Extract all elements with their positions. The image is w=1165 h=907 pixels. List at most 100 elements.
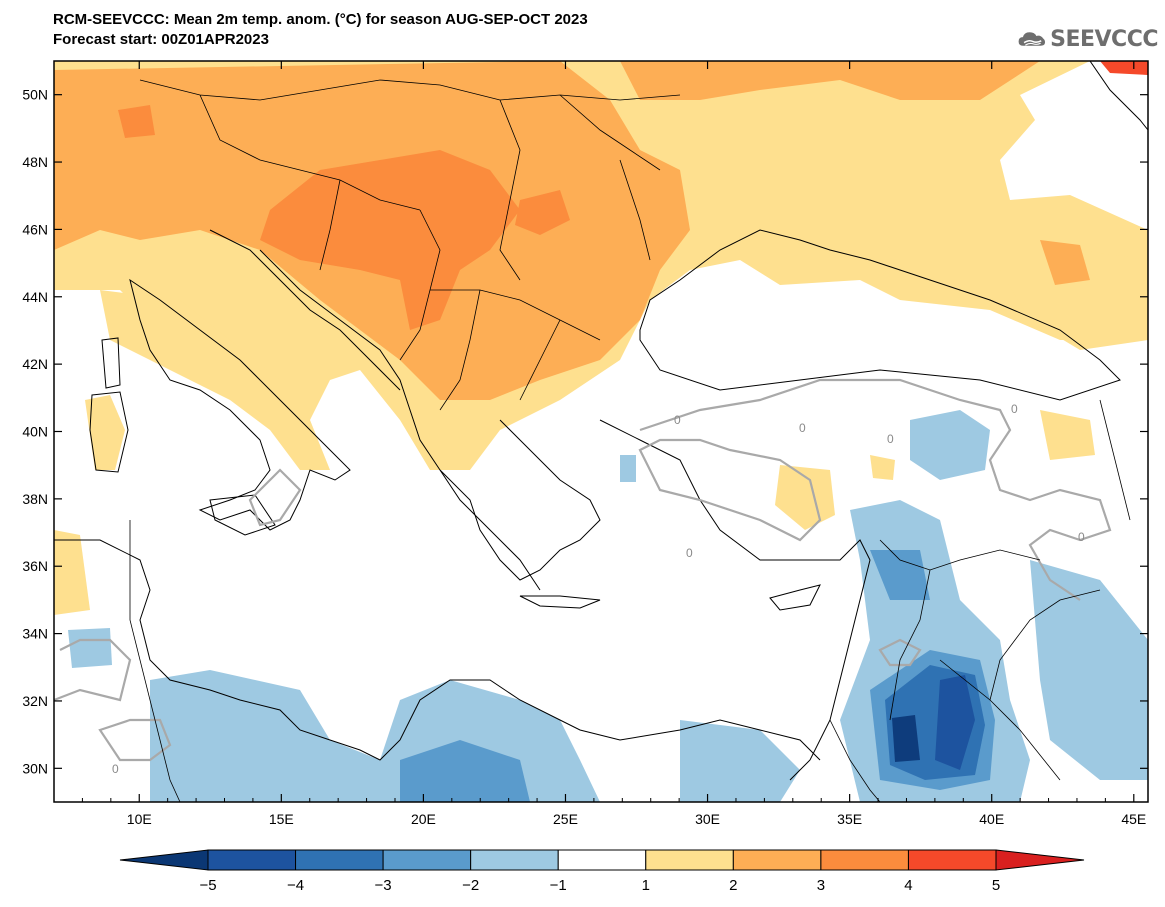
colorbar-high-extend	[995, 849, 1085, 871]
warm-anomaly-anatolia-patch2	[870, 455, 895, 480]
lon-tick-label: 35E	[837, 811, 862, 827]
cold-anomaly-turkey-east	[910, 410, 990, 480]
warm-anomaly-germany-core	[118, 105, 155, 138]
warm-anomaly-caspian-edge	[1100, 61, 1148, 75]
caspian-coast	[1089, 61, 1148, 131]
warm-anomaly-romania-core	[515, 190, 570, 235]
logo-text: SEEVCCC	[1050, 26, 1158, 52]
cold-anomaly-egypt	[680, 720, 800, 802]
seevccc-logo: SEEVCCC	[1018, 22, 1158, 56]
cold-anomaly-libya-core	[400, 740, 530, 802]
cloud-icon	[1018, 32, 1046, 46]
colorbar-label: 5	[992, 877, 1000, 894]
colorbar-swatch	[470, 849, 559, 871]
forecast-start: Forecast start: 00Z01APR2023	[53, 31, 269, 48]
cold-anomaly-jordan-core	[892, 715, 920, 762]
title-block: RCM-SEEVCCC: Mean 2m temp. anom. (°C) fo…	[53, 10, 588, 50]
lon-tick-label: 30E	[695, 811, 720, 827]
lat-tick-label: 36N	[22, 558, 48, 574]
adriatic-coast	[209, 229, 401, 391]
colorbar-label: 1	[642, 877, 650, 894]
zero-contour-levant	[878, 638, 922, 667]
crete-coast	[519, 595, 601, 609]
greece-coast	[439, 419, 601, 581]
cold-anomaly-iraq	[1030, 560, 1148, 780]
lat-tick-label: 42N	[22, 356, 48, 372]
warm-anomaly-sardinia	[85, 395, 125, 470]
lat-tick-label: 38N	[22, 491, 48, 507]
lat-tick-label: 34N	[22, 626, 48, 642]
cold-anomaly-jordan-sub	[935, 675, 975, 770]
colorbar-label: −5	[199, 877, 216, 894]
cold-anomaly-tunisia	[68, 628, 112, 668]
colorbar-swatch	[732, 849, 822, 871]
black-sea-coast	[639, 229, 1121, 401]
contour-labels: 0 0 0 0 0 0 0	[112, 402, 1085, 776]
warm-anomaly-anatolia-patch	[775, 465, 835, 530]
lat-tick-label: 48N	[22, 154, 48, 170]
colorbar-swatch	[207, 849, 297, 871]
balkan-coast	[259, 249, 541, 591]
sicily-coast	[209, 494, 276, 536]
colorbar-swatch	[557, 849, 647, 871]
turkey-south-coast	[599, 419, 871, 561]
contour-label: 0	[799, 421, 806, 435]
colorbar-label: 4	[904, 877, 912, 894]
country-borders	[129, 79, 1131, 802]
map-title: RCM-SEEVCCC: Mean 2m temp. anom. (°C) fo…	[53, 11, 588, 28]
contour-label: 0	[1078, 530, 1085, 544]
lat-tick-label: 50N	[22, 87, 48, 103]
colorbar: −5 −4 −3 −2 −1 1 2 3 4 5	[119, 849, 1085, 894]
latitude-ticks: 30N 32N 34N 36N 38N 40N 42N 44N 46N 48N 50N	[22, 87, 1148, 776]
colorbar-label: −4	[287, 877, 304, 894]
lon-tick-label: 45E	[1121, 811, 1146, 827]
zero-contour-tunisia	[98, 718, 172, 762]
lon-tick-label: 15E	[269, 811, 294, 827]
colorbar-swatch	[820, 849, 909, 871]
cold-anomaly-levant-core	[870, 550, 930, 600]
warm-anomaly-russia	[1040, 240, 1090, 285]
lat-tick-label: 46N	[22, 221, 48, 237]
colorbar-swatch	[645, 849, 734, 871]
anomaly-map: 0 0 0 0 0 0 0 30N 32N 34N 36N 38N 40N 42N 44N 46…	[22, 60, 1149, 827]
lon-tick-label: 40E	[979, 811, 1004, 827]
colorbar-swatch	[382, 849, 472, 871]
colorbar-swatch	[907, 849, 997, 871]
colorbar-label: −3	[375, 877, 392, 894]
warm-anomaly-ukraine	[620, 61, 1040, 100]
lon-tick-label: 10E	[127, 811, 152, 827]
contour-label: 0	[674, 413, 681, 427]
colorbar-low-extend	[119, 849, 209, 871]
contour-label: 0	[887, 432, 894, 446]
zero-contour-italy	[248, 468, 302, 527]
africa-coast	[54, 539, 821, 761]
zero-contour-africa	[54, 638, 132, 702]
cyprus-coast	[769, 584, 821, 611]
longitude-ticks: 10E 15E 20E 25E 30E 35E 40E 45E	[81, 61, 1146, 827]
cold-anomaly-anatolia-small	[620, 455, 636, 482]
levant-coast	[789, 559, 871, 781]
warm-anomaly-iberia-edge	[54, 530, 90, 615]
warm-anomaly-turkey-east	[1000, 250, 1148, 350]
colorbar-label: −2	[462, 877, 479, 894]
colorbar-label: 2	[729, 877, 737, 894]
sardinia-coast	[89, 391, 129, 473]
lat-tick-label: 30N	[22, 760, 48, 776]
warm-anomaly-pannonian	[260, 150, 520, 330]
lon-tick-label: 25E	[553, 811, 578, 827]
warm-anomaly-east-patch	[1040, 410, 1095, 460]
lat-tick-label: 32N	[22, 693, 48, 709]
colorbar-label: 3	[817, 877, 825, 894]
lat-tick-label: 44N	[22, 289, 48, 305]
lon-tick-label: 20E	[411, 811, 436, 827]
contour-label: 0	[686, 546, 693, 560]
colorbar-swatch	[295, 849, 384, 871]
lat-tick-label: 40N	[22, 424, 48, 440]
colorbar-label: −1	[550, 877, 567, 894]
contour-label: 0	[112, 762, 119, 776]
zero-contour-anatolia	[639, 378, 1112, 601]
corsica-coast	[101, 337, 121, 389]
warm-anomaly-italy	[100, 290, 330, 470]
contour-label: 0	[1011, 402, 1018, 416]
italy-coast	[129, 278, 351, 531]
